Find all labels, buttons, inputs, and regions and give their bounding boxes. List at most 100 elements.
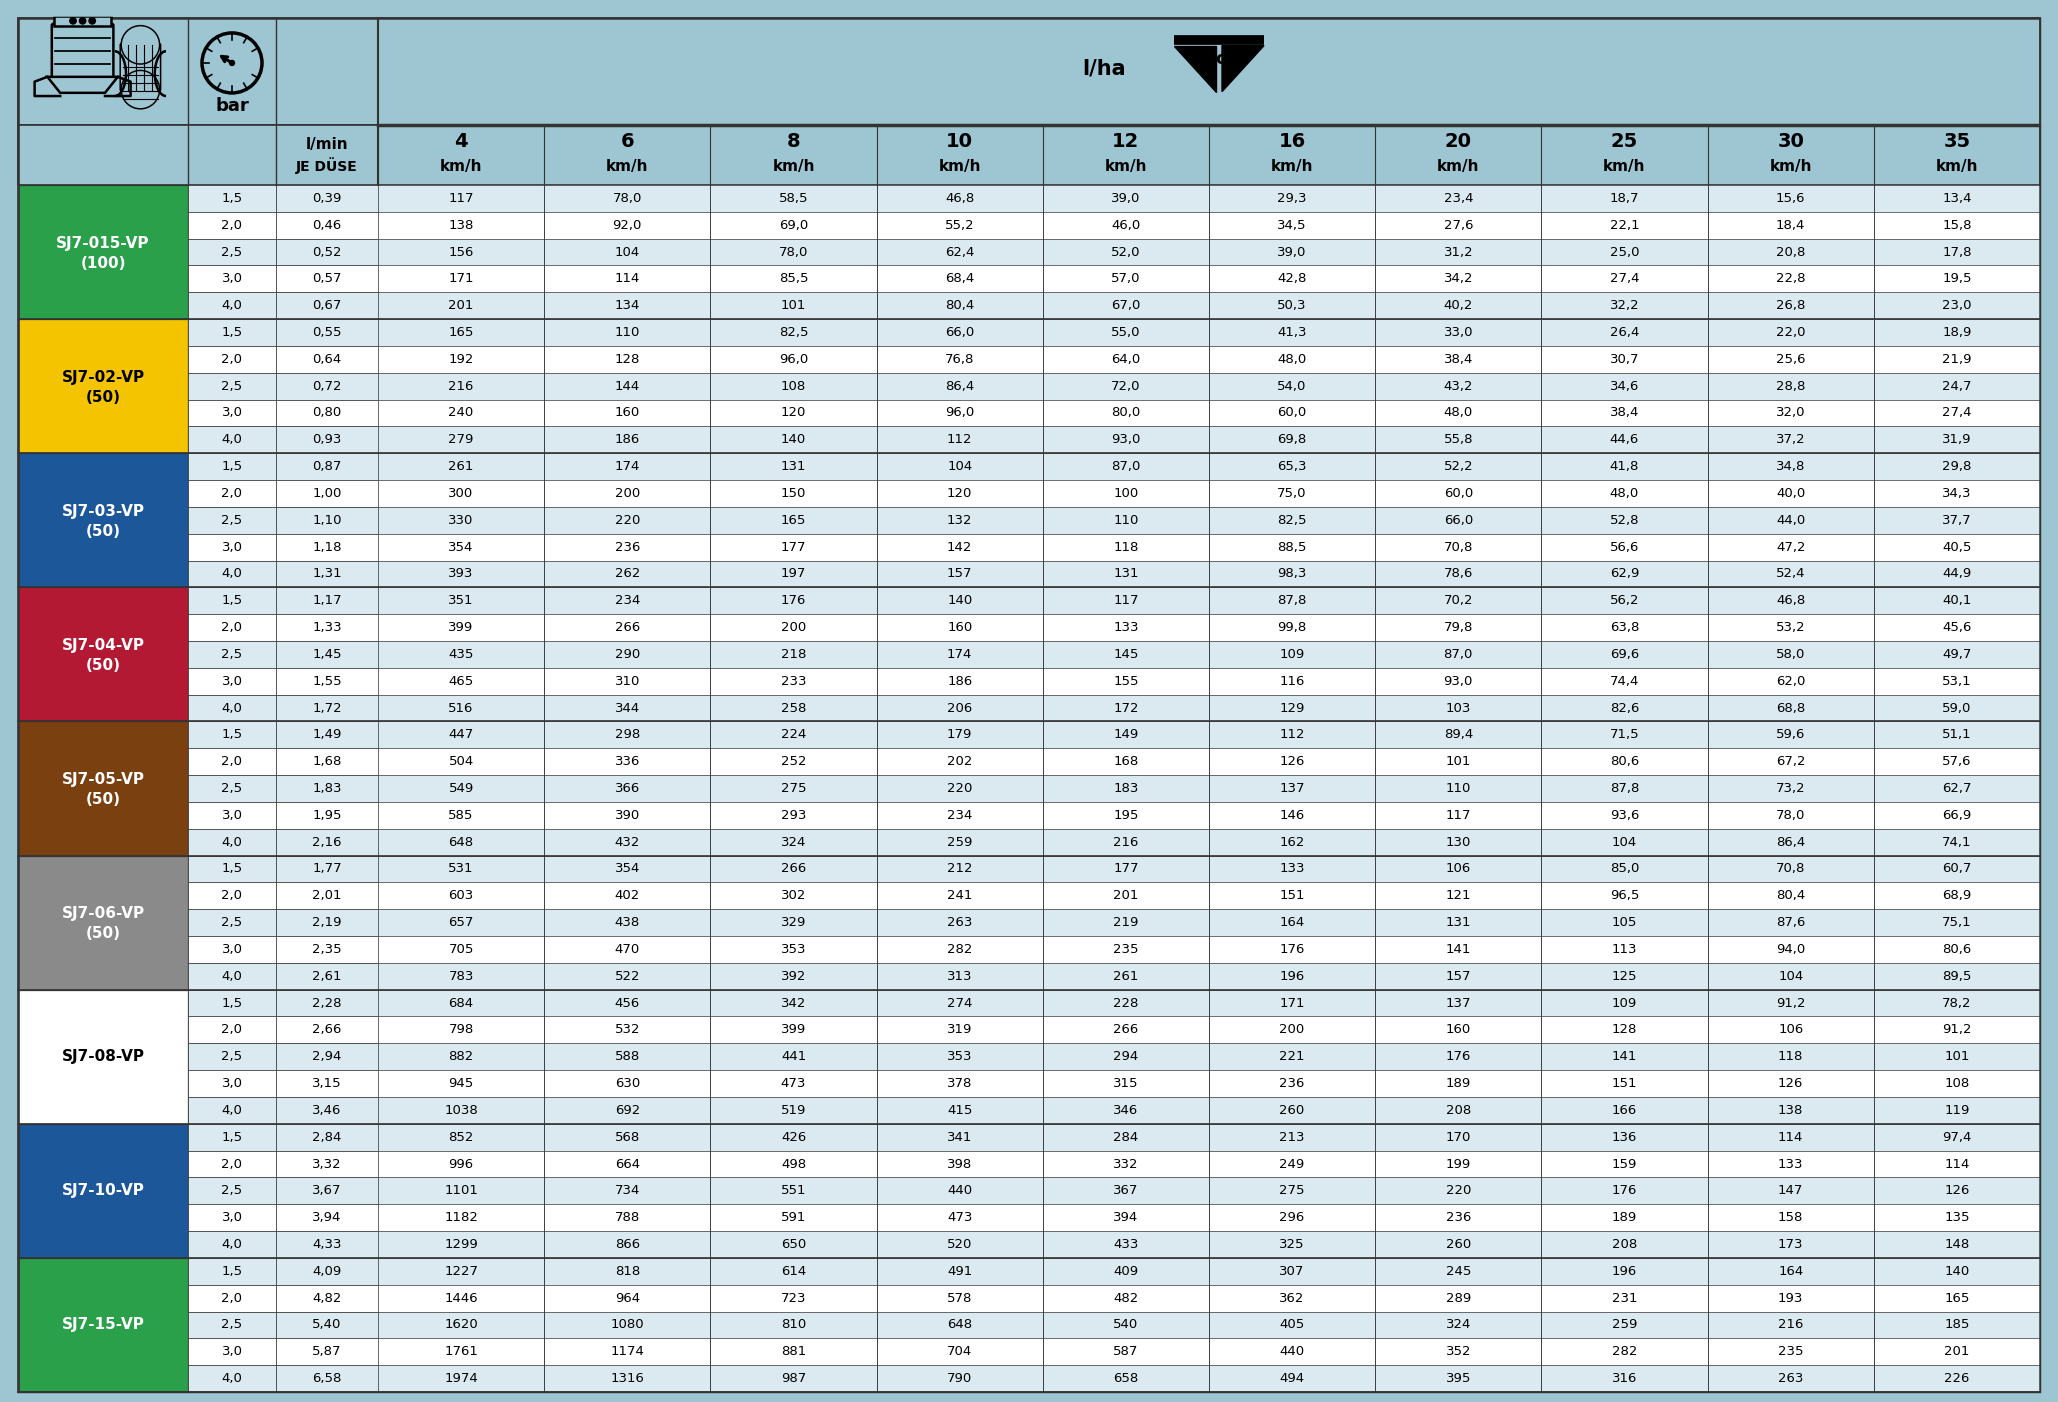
Text: 34,3: 34,3 [1943, 486, 1972, 501]
Bar [543, 937, 710, 963]
Text: 3,0: 3,0 [222, 944, 243, 956]
Bar [276, 694, 379, 722]
Text: 0,80: 0,80 [313, 407, 342, 419]
Circle shape [70, 18, 76, 24]
Bar [1375, 508, 1541, 534]
Bar [1708, 561, 1873, 587]
Bar [1873, 1311, 2039, 1339]
Bar [379, 1204, 543, 1231]
Bar [1873, 1124, 2039, 1151]
Bar [187, 587, 276, 614]
Text: 790: 790 [947, 1373, 971, 1385]
Text: km/h: km/h [1770, 160, 1811, 174]
Bar [710, 453, 877, 479]
Bar [710, 694, 877, 722]
Bar [276, 963, 379, 990]
Bar [1873, 373, 2039, 400]
Bar [543, 185, 710, 212]
Bar [187, 694, 276, 722]
Text: 2,0: 2,0 [222, 219, 243, 231]
Bar [877, 587, 1043, 614]
Text: 259: 259 [1611, 1318, 1638, 1332]
Bar [1541, 373, 1708, 400]
Text: 2,0: 2,0 [222, 1023, 243, 1036]
Text: 25,6: 25,6 [1776, 353, 1805, 366]
Text: 1080: 1080 [611, 1318, 644, 1332]
Bar [1873, 1043, 2039, 1070]
Bar [1208, 1284, 1375, 1311]
Bar [1873, 990, 2039, 1016]
Bar [1541, 667, 1708, 694]
Bar [1375, 1311, 1541, 1339]
Text: 3,0: 3,0 [222, 272, 243, 286]
Bar [187, 829, 276, 855]
Text: 1299: 1299 [445, 1238, 477, 1251]
Text: SJ7-06-VP: SJ7-06-VP [62, 906, 144, 921]
Bar [877, 1231, 1043, 1258]
Polygon shape [47, 77, 117, 93]
Text: 85,0: 85,0 [1609, 862, 1638, 875]
Text: 447: 447 [449, 729, 473, 742]
Bar [543, 882, 710, 910]
Bar [877, 1124, 1043, 1151]
Bar [276, 508, 379, 534]
Text: 54,0: 54,0 [1278, 380, 1307, 393]
Bar [543, 373, 710, 400]
Bar [1043, 1124, 1208, 1151]
Bar [543, 534, 710, 561]
Bar [1208, 667, 1375, 694]
Bar [1375, 373, 1541, 400]
Text: 4,0: 4,0 [222, 1373, 243, 1385]
Bar [877, 346, 1043, 373]
Text: 91,2: 91,2 [1943, 1023, 1972, 1036]
Text: 0,64: 0,64 [313, 353, 342, 366]
Bar [1208, 1178, 1375, 1204]
Text: 97,4: 97,4 [1943, 1130, 1972, 1144]
Bar [1043, 292, 1208, 320]
Text: (50): (50) [86, 792, 121, 808]
Text: 78,0: 78,0 [613, 192, 642, 205]
Text: 52,0: 52,0 [1111, 245, 1140, 258]
Bar [1873, 1339, 2039, 1366]
Bar [1043, 722, 1208, 749]
Bar [1873, 426, 2039, 453]
Text: 55,8: 55,8 [1443, 433, 1474, 446]
Bar [1873, 855, 2039, 882]
Bar [276, 534, 379, 561]
Bar [1208, 829, 1375, 855]
Bar [187, 775, 276, 802]
Bar [1541, 1016, 1708, 1043]
Bar [877, 722, 1043, 749]
Text: 29,8: 29,8 [1943, 460, 1972, 472]
Text: 1,95: 1,95 [313, 809, 342, 822]
Bar [877, 1096, 1043, 1124]
Text: 261: 261 [449, 460, 473, 472]
Text: 100: 100 [1113, 486, 1138, 501]
Bar [877, 561, 1043, 587]
Bar [379, 882, 543, 910]
Bar [187, 1043, 276, 1070]
Bar [1873, 265, 2039, 292]
Text: 40,1: 40,1 [1943, 594, 1972, 607]
Text: 409: 409 [1113, 1265, 1138, 1277]
Bar [379, 508, 543, 534]
Bar [379, 1366, 543, 1392]
Text: 164: 164 [1280, 916, 1305, 930]
Text: 159: 159 [1611, 1158, 1638, 1171]
Text: 393: 393 [449, 568, 473, 580]
Bar [1708, 1178, 1873, 1204]
Bar [187, 320, 276, 346]
Text: 30,7: 30,7 [1609, 353, 1640, 366]
Bar [1873, 1096, 2039, 1124]
Text: 353: 353 [780, 944, 807, 956]
Bar [1708, 508, 1873, 534]
Text: 964: 964 [615, 1291, 640, 1305]
Bar [276, 1151, 379, 1178]
Bar [710, 1339, 877, 1366]
Text: 275: 275 [1280, 1185, 1305, 1197]
Text: 148: 148 [1945, 1238, 1970, 1251]
Text: 71,5: 71,5 [1609, 729, 1640, 742]
Bar [379, 212, 543, 238]
Text: 2,19: 2,19 [313, 916, 342, 930]
Bar [379, 1231, 543, 1258]
